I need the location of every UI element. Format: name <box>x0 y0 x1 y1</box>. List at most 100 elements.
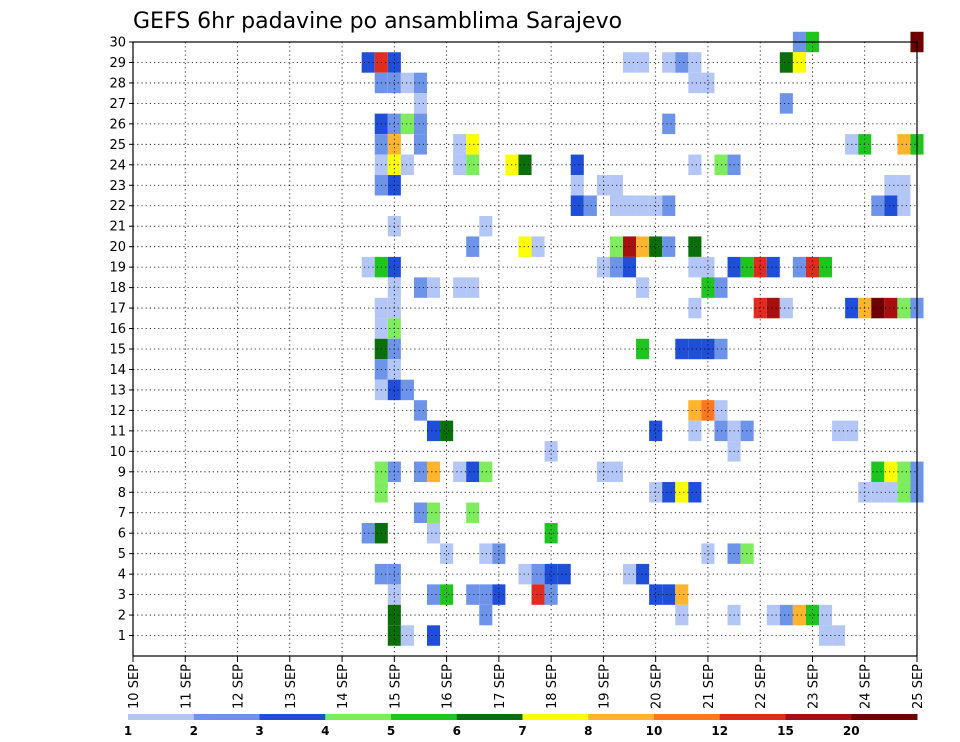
y-tick-label: 3 <box>118 588 126 603</box>
heatmap-cell <box>675 338 689 360</box>
heatmap-cell <box>884 195 898 216</box>
heatmap-cell <box>779 297 793 319</box>
x-tick-label: 15 SEP <box>388 664 403 709</box>
colorbar-label: 20 <box>843 724 860 738</box>
chart-title: GEFS 6hr padavine po ansamblima Sarajevo <box>133 9 622 34</box>
heatmap-cell <box>466 461 480 483</box>
heatmap-cell <box>884 461 898 483</box>
heatmap-cell <box>466 277 480 298</box>
heatmap-cell <box>518 236 532 257</box>
heatmap-cell <box>427 584 441 605</box>
heatmap-cell <box>662 195 676 216</box>
colorbar-label: 8 <box>584 724 592 738</box>
heatmap-cell <box>544 441 558 462</box>
heatmap-cell <box>871 461 885 483</box>
heatmap-cell <box>427 277 441 298</box>
y-tick-label: 16 <box>109 322 126 337</box>
heatmap-cell <box>897 134 911 155</box>
heatmap-cell <box>805 256 819 278</box>
colorbar-label: 6 <box>453 724 461 738</box>
colorbar-segment <box>522 714 589 720</box>
heatmap-cell <box>779 52 793 73</box>
heatmap-cell <box>884 175 898 196</box>
heatmap-cell <box>466 236 480 257</box>
colorbar-label: 1 <box>124 724 132 738</box>
heatmap-cell <box>819 604 833 626</box>
y-axis: 1234567891011121314151617181920212223242… <box>109 36 133 644</box>
heatmap-cell <box>662 482 676 503</box>
heatmap-cell <box>636 52 650 73</box>
colorbar-label: 2 <box>190 724 198 738</box>
colorbar-segment <box>719 714 786 720</box>
colorbar-label: 4 <box>321 724 329 738</box>
colorbar-segment <box>391 714 458 720</box>
heatmap-cell <box>701 256 715 278</box>
heatmap-cell <box>688 72 702 94</box>
y-tick-label: 1 <box>118 629 126 644</box>
heatmap-cell <box>688 338 702 360</box>
x-tick-label: 23 SEP <box>806 664 821 709</box>
y-tick-label: 25 <box>109 138 126 153</box>
colorbar-segment <box>851 714 918 720</box>
y-tick-label: 30 <box>109 36 126 51</box>
x-tick-label: 16 SEP <box>441 664 456 709</box>
colorbar: 1 2 3 4 5 6 7 8 10 12 15 20 <box>124 714 918 738</box>
y-tick-label: 18 <box>109 281 126 296</box>
heatmap-cell <box>557 563 571 585</box>
heatmap-cell <box>675 482 689 503</box>
colorbar-label: 3 <box>255 724 263 738</box>
heatmap-cell <box>400 113 414 135</box>
x-tick-label: 18 SEP <box>545 664 560 709</box>
heatmap-cell <box>688 256 702 278</box>
heatmap-cell <box>636 236 650 257</box>
heatmap-cell <box>518 154 532 176</box>
heatmap-cell <box>570 175 584 196</box>
heatmap-cell <box>897 461 911 483</box>
heatmap-cell <box>662 113 676 135</box>
heatmap-cell <box>766 256 780 278</box>
heatmap-cell <box>871 297 885 319</box>
heatmap-cell <box>649 195 663 216</box>
x-tick-label: 22 SEP <box>754 664 769 709</box>
heatmap-cell <box>453 277 467 298</box>
heatmap-cell <box>871 195 885 216</box>
heatmap-cell <box>427 502 441 523</box>
heatmap-cell <box>570 195 584 216</box>
heatmap-cell <box>440 420 454 442</box>
heatmap-cell <box>688 482 702 503</box>
heatmap-cell <box>701 72 715 94</box>
heatmap-cell <box>779 604 793 626</box>
heatmap-cell <box>766 297 780 319</box>
heatmap-cell <box>466 502 480 523</box>
y-tick-label: 6 <box>118 527 126 542</box>
heatmap-cell <box>413 134 427 155</box>
heatmap-cell <box>871 482 885 503</box>
heatmap-cell <box>897 195 911 216</box>
heatmap-cell <box>701 543 715 564</box>
colorbar-segment <box>128 714 195 720</box>
heatmap-cell <box>427 420 441 442</box>
heatmap-cell <box>662 236 676 257</box>
y-tick-label: 11 <box>109 424 126 439</box>
heatmap-cell <box>636 195 650 216</box>
y-tick-label: 14 <box>109 363 126 378</box>
heatmap-cell <box>400 379 414 401</box>
x-tick-label: 13 SEP <box>284 664 299 709</box>
colorbar-label: 7 <box>518 724 526 738</box>
heatmap-cell <box>688 236 702 257</box>
colorbar-label: 15 <box>777 724 794 738</box>
heatmap-cell <box>413 502 427 523</box>
y-tick-label: 23 <box>109 179 126 194</box>
colorbar-segment <box>588 714 655 720</box>
y-tick-label: 26 <box>109 117 126 132</box>
heatmap-cell <box>897 482 911 503</box>
heatmap-cell <box>544 563 558 585</box>
y-tick-label: 21 <box>109 220 126 235</box>
heatmap-cell <box>688 297 702 319</box>
heatmap-cell <box>688 154 702 176</box>
heatmap-cell <box>583 195 597 216</box>
heatmap-cell <box>792 256 806 278</box>
x-tick-label: 21 SEP <box>702 664 717 709</box>
heatmap-cell <box>753 297 767 319</box>
